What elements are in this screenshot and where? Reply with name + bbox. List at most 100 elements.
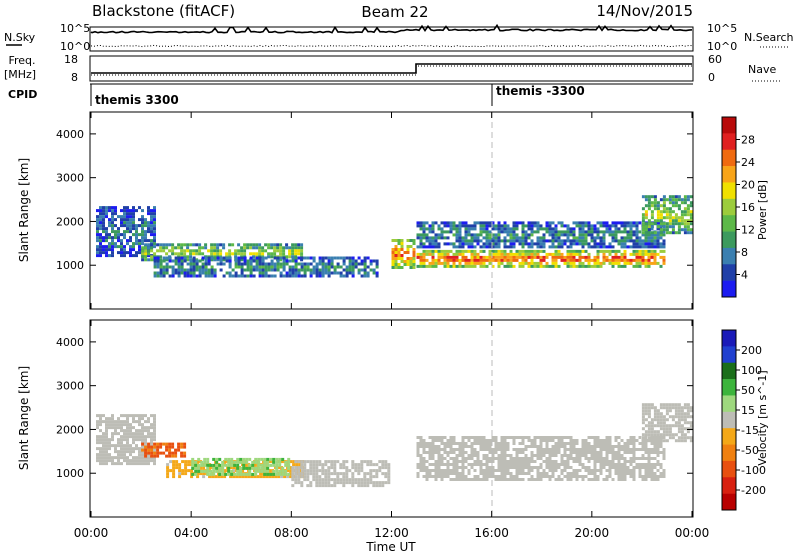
echo-cell	[527, 445, 531, 448]
echo-cell	[120, 456, 123, 460]
echo-cell	[671, 210, 675, 214]
echo-cell	[488, 233, 492, 237]
echo-cell	[635, 227, 639, 231]
echo-cell	[497, 475, 501, 478]
echo-cell	[659, 236, 663, 240]
echo-cell	[473, 245, 477, 249]
echo-cell	[653, 466, 657, 469]
echo-cell	[282, 262, 286, 266]
echo-cell	[156, 249, 160, 253]
echo-cell	[126, 420, 129, 424]
echo-cell	[668, 201, 672, 205]
echo-cell	[452, 442, 456, 445]
echo-cell	[524, 466, 528, 469]
echo-cell	[584, 475, 588, 478]
echo-cell	[503, 252, 507, 256]
echo-cell	[270, 262, 274, 266]
echo-cell	[99, 248, 102, 252]
echo-cell	[177, 448, 181, 452]
echo-cell	[102, 212, 105, 216]
echo-cell	[485, 224, 489, 228]
echo-cell	[345, 268, 349, 272]
echo-cell	[644, 264, 648, 268]
echo-cell	[153, 454, 157, 458]
echo-cell	[530, 224, 534, 228]
echo-cell	[141, 209, 144, 213]
echo-cell	[123, 206, 126, 210]
echo-cell	[351, 472, 355, 476]
echo-cell	[629, 442, 633, 445]
echo-cell	[596, 478, 600, 481]
echo-cell	[656, 216, 660, 220]
echo-cell	[464, 445, 468, 448]
echo-cell	[674, 222, 678, 226]
echo-cell	[315, 469, 319, 473]
echo-cell	[153, 426, 156, 430]
colorbar-tick-label: 12	[741, 224, 755, 237]
echo-cell	[572, 242, 576, 246]
echo-cell	[497, 261, 501, 265]
echo-cell	[458, 466, 462, 469]
echo-cell	[482, 463, 486, 466]
echo-cell	[539, 439, 543, 442]
echo-cell	[662, 457, 666, 460]
echo-cell	[542, 242, 546, 246]
echo-cell	[212, 463, 216, 467]
echo-cell	[129, 429, 132, 433]
echo-cell	[650, 249, 654, 253]
echo-cell	[458, 252, 462, 256]
colorbar-swatch	[722, 395, 736, 413]
echo-cell	[126, 230, 129, 234]
echo-cell	[581, 227, 585, 231]
echo-cell	[665, 225, 669, 229]
echo-cell	[153, 252, 157, 256]
echo-cell	[617, 227, 621, 231]
echo-cell	[135, 447, 138, 451]
echo-cell	[617, 264, 621, 268]
colorbar-swatch	[722, 280, 736, 298]
echo-cell	[228, 256, 232, 260]
echo-cell	[485, 233, 489, 237]
echo-cell	[153, 227, 156, 231]
echo-cell	[641, 207, 645, 211]
echo-cell	[446, 445, 450, 448]
echo-cell	[485, 478, 489, 481]
echo-cell	[596, 475, 600, 478]
echo-cell	[270, 265, 274, 269]
echo-cell	[668, 424, 672, 428]
echo-cell	[363, 259, 367, 263]
echo-cell	[554, 264, 558, 268]
echo-cell	[309, 460, 313, 464]
colorbar-swatch	[722, 264, 736, 281]
echo-cell	[141, 429, 144, 433]
echo-cell	[527, 460, 531, 463]
echo-cell	[455, 460, 459, 463]
echo-cell	[99, 438, 102, 442]
echo-cell	[644, 475, 648, 478]
echo-cell	[659, 219, 663, 223]
echo-cell	[309, 481, 313, 485]
echo-cell	[260, 469, 264, 473]
echo-cell	[647, 255, 651, 259]
echo-cell	[461, 258, 465, 262]
echo-cell	[153, 438, 156, 442]
echo-cell	[309, 484, 313, 488]
echo-cell	[521, 448, 525, 451]
echo-cell	[363, 481, 367, 485]
echo-cell	[683, 198, 687, 202]
echo-cell	[470, 239, 474, 243]
echo-cell	[96, 447, 99, 451]
echo-cell	[123, 236, 126, 240]
echo-cell	[135, 420, 138, 424]
echo-cell	[677, 406, 681, 410]
echo-cell	[171, 271, 175, 275]
echo-cell	[632, 249, 636, 253]
echo-cell	[425, 239, 429, 243]
echo-cell	[536, 448, 540, 451]
echo-cell	[653, 436, 657, 439]
echo-cell	[659, 451, 663, 454]
echo-cell	[153, 242, 156, 246]
echo-cell	[587, 258, 591, 262]
echo-cell	[656, 207, 660, 211]
